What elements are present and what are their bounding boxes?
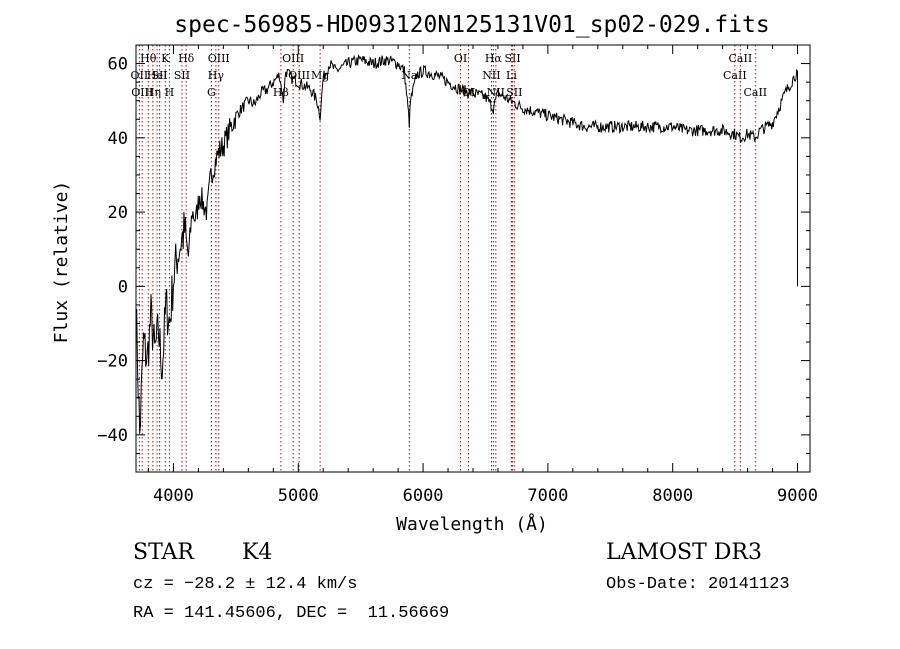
observation-date: Obs-Date: 20141123 (606, 575, 790, 594)
x-tick-label-3: 7000 (527, 486, 568, 506)
y-axis-label: Flux (relative) (51, 181, 72, 344)
chart-title: spec-56985-HD093120N125131V01_sp02-029.f… (174, 12, 769, 38)
x-tick-label-2: 6000 (403, 486, 444, 506)
spectral-line-markers: OIIOIIIHθHηHeISIIKHHδSIIGHγOIIIHβOIIIOII… (131, 45, 767, 472)
object-class: STAR (133, 540, 194, 565)
y-tick-label-4: 40 (108, 129, 128, 149)
line-label-8: Hδ (178, 52, 195, 65)
line-label-24: SII (504, 52, 520, 65)
plot-frame (135, 44, 811, 473)
line-label-2: Hθ (140, 52, 157, 65)
line-label-13: Hβ (273, 86, 289, 99)
line-label-14: OIII (282, 52, 304, 65)
y-tick-label-0: −40 (97, 426, 128, 446)
line-label-26: CaII (723, 69, 747, 82)
line-label-27: CaII (729, 52, 753, 65)
line-label-0: OII (131, 69, 149, 82)
line-label-12: OIII (208, 52, 230, 65)
line-label-10: G (207, 86, 216, 99)
line-label-28: CaII (743, 86, 767, 99)
y-tick-label-2: 0 (118, 277, 128, 297)
line-label-5: SII (151, 69, 167, 82)
x-axis-label: Wavelength (Å) (396, 513, 548, 535)
axes: 4000 5000 6000 7000 8000 9000 −40 −20 0 20 40 60 (97, 44, 818, 506)
line-label-3: Hη (145, 86, 161, 99)
line-label-17: Na (401, 69, 418, 82)
y-tick-label-1: −20 (97, 352, 128, 372)
line-label-23: Li (506, 69, 517, 82)
line-label-9: SII (174, 69, 190, 82)
line-label-6: K (161, 52, 170, 65)
object-subclass: K4 (242, 540, 273, 565)
x-tick-label-5: 9000 (777, 486, 818, 506)
line-label-16: Mg (311, 69, 329, 82)
redshift-value: cz = −28.2 ± 12.4 km/s (133, 575, 358, 594)
line-label-20: NII (482, 69, 500, 82)
y-tick-label-5: 60 (108, 55, 128, 75)
line-label-18: OI (454, 52, 467, 65)
x-tick-label-0: 4000 (153, 486, 194, 506)
x-tick-label-4: 8000 (652, 486, 693, 506)
survey-name: LAMOST DR3 (606, 540, 762, 565)
line-label-11: Hγ (208, 69, 225, 82)
line-label-25: SII (506, 86, 522, 99)
x-tick-label-1: 5000 (278, 486, 319, 506)
y-tick-label-3: 20 (108, 203, 128, 223)
line-label-21: Hα (485, 52, 503, 65)
spectrum-line (135, 54, 798, 434)
spectrum-series (135, 54, 798, 434)
coordinates: RA = 141.45606, DEC = 11.56669 (133, 604, 450, 623)
line-label-7: H (165, 86, 175, 99)
line-label-4: HeI (147, 69, 167, 82)
